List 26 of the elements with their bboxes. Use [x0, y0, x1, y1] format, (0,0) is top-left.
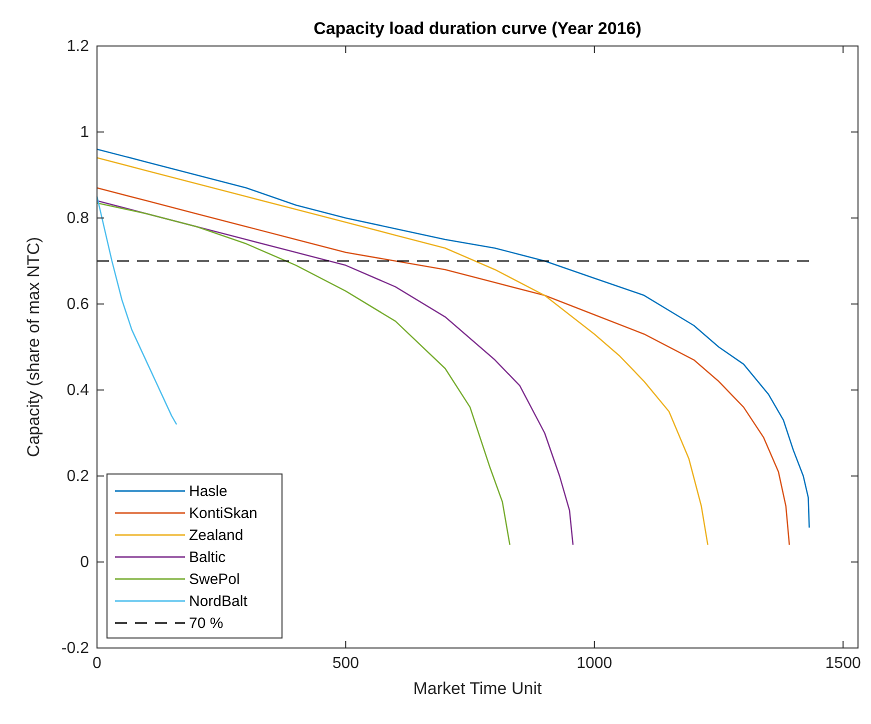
- x-tick-label: 1000: [576, 655, 612, 672]
- line-series: [96, 148, 810, 528]
- y-tick-label: 0: [80, 554, 90, 571]
- y-tick-label: 1: [80, 124, 90, 141]
- y-tick-label: 0.2: [66, 468, 90, 485]
- legend-label: Hasle: [189, 483, 228, 500]
- legend-label: NordBalt: [189, 593, 248, 610]
- y-tick-label: 0.8: [66, 210, 90, 227]
- line-series: [96, 196, 178, 426]
- x-axis-title: Market Time Unit: [413, 679, 542, 698]
- x-tick-label: 1500: [825, 655, 861, 672]
- line-series: [96, 157, 708, 546]
- legend-label: KontiSkan: [189, 505, 258, 522]
- x-tick-label: 500: [332, 655, 360, 672]
- legend-label: Baltic: [189, 549, 226, 566]
- y-tick-label: 0.4: [66, 382, 90, 399]
- y-tick-label: -0.2: [61, 640, 90, 657]
- line-series: [96, 187, 790, 546]
- x-tick-label: 0: [92, 655, 102, 672]
- y-tick-label: 1.2: [66, 38, 90, 55]
- legend-label: 70 %: [189, 615, 224, 632]
- legend-label: SwePol: [189, 571, 240, 588]
- chart-title: Capacity load duration curve (Year 2016): [314, 19, 642, 38]
- y-tick-label: 0.6: [66, 296, 90, 313]
- y-axis-title: Capacity (share of max NTC): [24, 236, 43, 458]
- legend-label: Zealand: [189, 527, 244, 544]
